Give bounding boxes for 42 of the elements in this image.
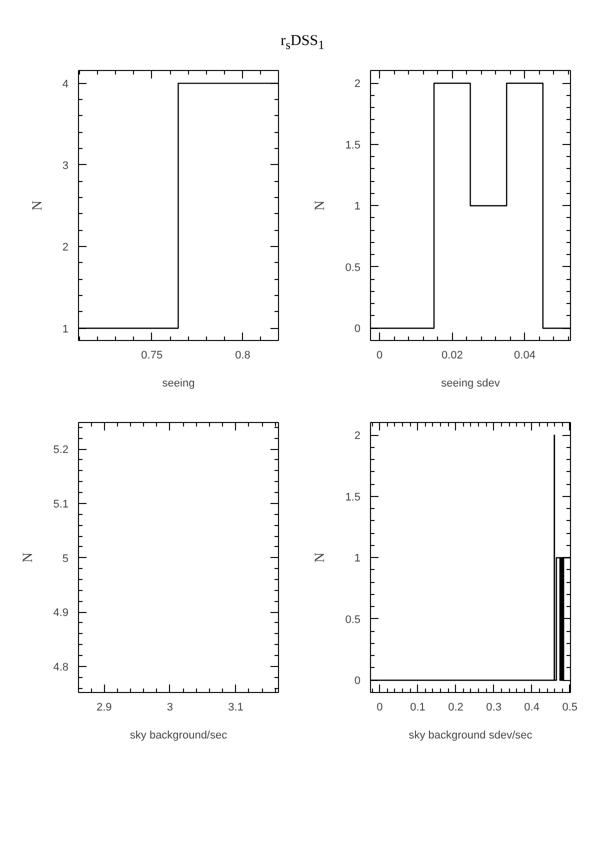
y-tick-label: 3 [62,160,69,172]
x-tick-label: 0.1 [410,702,426,714]
x-tick-label: 3.1 [228,702,244,714]
x-axis-title: seeing [162,378,195,390]
y-tick-label: 1 [354,200,361,213]
y-tick-label: 1.5 [345,491,361,504]
y-tick-label: 4 [62,78,69,90]
x-tick-label: 0.02 [441,350,463,362]
y-tick-label: 0.5 [345,262,361,274]
x-tick-label: 2.9 [96,702,112,714]
y-axis-title: N [30,200,46,211]
x-tick-label: 0.75 [141,350,163,362]
y-tick-label: 5 [62,552,69,565]
y-tick-label: 4.9 [53,607,69,620]
x-axis-title: sky background/sec [130,730,228,742]
x-tick-label: 0.3 [486,702,502,714]
y-tick-label: 0 [354,675,361,688]
x-axis-title: seeing sdev [441,378,500,390]
y-axis-title: N [313,552,328,563]
x-tick-label: 3 [166,702,174,714]
y-tick-label: 5.2 [53,444,69,456]
y-tick-label: 1 [354,552,361,565]
y-axis-title: N [21,552,36,563]
x-tick-label: 0 [376,702,383,714]
y-tick-label: 0.5 [345,614,361,626]
x-tick-label: 0.4 [524,702,540,714]
y-tick-label: 4.8 [53,661,69,674]
y-tick-label: 2 [354,430,361,442]
y-tick-label: 1 [62,323,69,336]
x-tick-label: 0 [376,350,383,362]
y-tick-label: 1.5 [345,139,361,152]
y-tick-label: 0 [354,323,361,336]
x-tick-label: 0.2 [448,702,464,714]
y-axis-title: N [313,200,328,211]
x-axis-title: sky background sdev/sec [408,730,533,742]
x-tick-label: 0.8 [235,350,250,362]
chart-title: r$_{s}$DSS$_{1}$ [280,32,324,54]
x-tick-label: 0.04 [514,350,536,362]
y-tick-label: 2 [354,78,361,90]
x-tick-label: 0.5 [562,702,578,714]
y-tick-label: 2 [62,242,69,254]
y-tick-label: 5.1 [53,498,69,510]
